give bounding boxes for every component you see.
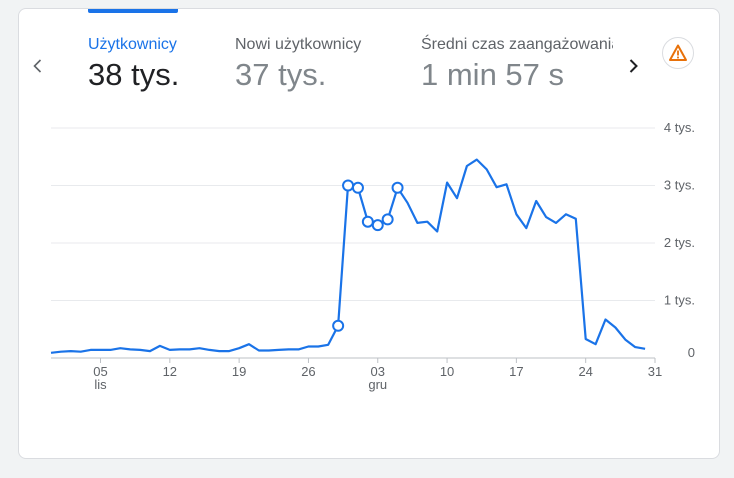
tab-users-label: Użytkownicy: [88, 36, 177, 53]
x-tick-label: 03: [371, 364, 385, 379]
tab-users-value: 38 tys.: [88, 57, 180, 92]
anomaly-point[interactable]: [342, 179, 355, 192]
tab-avg-engagement-time-label: Średni czas zaangażowania: [421, 36, 613, 53]
y-tick-label: 0: [688, 345, 695, 360]
metrics-card: Użytkownicy 38 tys. Nowi użytkownicy 37 …: [18, 8, 720, 459]
x-tick-month-label: gru: [368, 377, 387, 392]
x-tick-label: 19: [232, 364, 246, 379]
x-tick-label: 10: [440, 364, 454, 379]
anomaly-point[interactable]: [391, 181, 404, 194]
tab-new-users-value: 37 tys.: [235, 57, 327, 92]
tab-users[interactable]: Użytkownicy 38 tys.: [88, 9, 228, 99]
x-tick-label: 17: [509, 364, 523, 379]
x-tick-label: 31: [648, 364, 662, 379]
y-tick-label: 1 tys.: [664, 293, 695, 308]
y-tick-label: 3 tys.: [664, 178, 695, 193]
anomaly-point[interactable]: [351, 181, 364, 194]
x-tick-month-label: lis: [94, 377, 107, 392]
tab-avg-engagement-time-value: 1 min 57 s: [421, 57, 565, 92]
tab-new-users-label: Nowi użytkownicy: [235, 36, 362, 53]
chevron-right-icon: [629, 59, 638, 73]
chevron-left-icon: [33, 59, 42, 73]
warning-icon: [669, 44, 687, 61]
x-tick-label: 24: [578, 364, 592, 379]
y-tick-label: 4 tys.: [664, 120, 695, 135]
x-tick-label: 12: [163, 364, 177, 379]
tab-new-users[interactable]: Nowi użytkownicy 37 tys.: [235, 9, 395, 99]
y-tick-label: 2 tys.: [664, 235, 695, 250]
previous-metrics-button[interactable]: [24, 52, 52, 80]
next-metrics-button[interactable]: [619, 52, 647, 80]
tab-avg-engagement-time[interactable]: Średni czas zaangażowania 1 min 57 s: [421, 9, 613, 99]
x-tick-label: 05: [93, 364, 107, 379]
active-tab-indicator: [88, 9, 178, 13]
anomaly-alert-button[interactable]: [662, 37, 694, 69]
anomaly-point[interactable]: [371, 219, 384, 232]
anomaly-point[interactable]: [332, 319, 345, 332]
x-tick-label: 26: [301, 364, 315, 379]
anomaly-point[interactable]: [381, 213, 394, 226]
anomaly-point[interactable]: [361, 215, 374, 228]
